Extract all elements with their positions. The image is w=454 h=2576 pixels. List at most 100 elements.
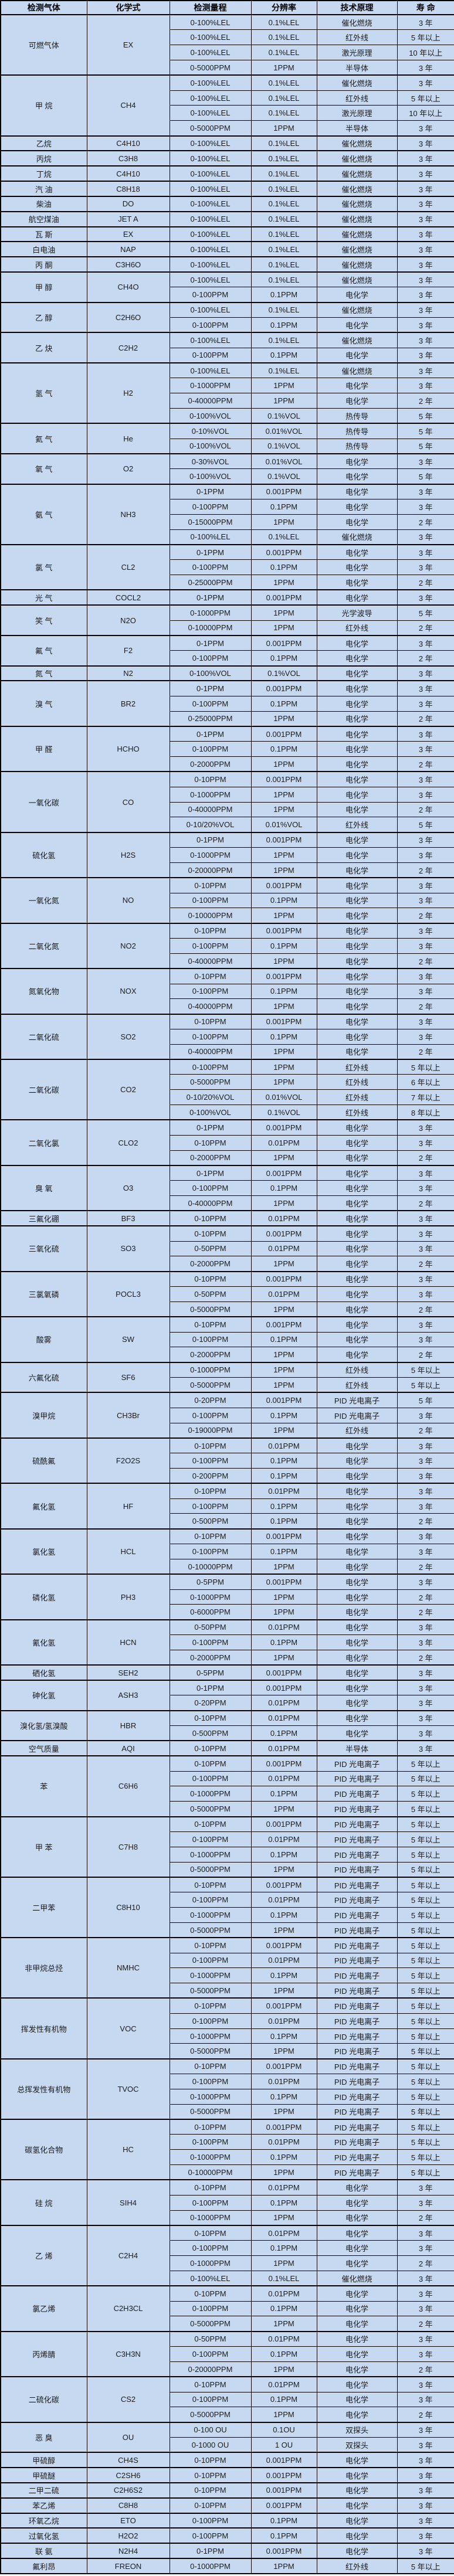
range-cell: 0-100PPM	[169, 2300, 252, 2317]
principle-cell: 电化学	[316, 877, 398, 893]
resolution-cell: 1PPM	[250, 1983, 317, 1999]
table-row: 0-100PPM 0.1PPM 电化学 3 年	[1, 347, 454, 363]
principle-cell: 催化燃烧	[316, 14, 398, 30]
range-cell: 0-1PPM	[169, 831, 252, 848]
lifespan-cell: 5 年以上	[397, 1952, 454, 1969]
lifespan-cell: 5 年以上	[397, 2119, 454, 2135]
range-cell: 0-1000PPM	[169, 847, 252, 863]
table-row: 柴油 DO 0-100%LEL 0.1%LEL 催化燃烧 3 年	[0, 195, 454, 212]
resolution-cell: 0.01PPM	[250, 2285, 317, 2302]
range-cell: 0-100PPM	[169, 2013, 252, 2029]
principle-cell: PID 光电离子	[316, 2028, 398, 2044]
resolution-cell: 1PPM	[250, 575, 317, 590]
resolution-cell: 1PPM	[250, 801, 317, 818]
table-row: 环氧乙烷 ETO 0-100PPM 0.1PPM 电化学 3 年	[0, 2512, 454, 2529]
table-row: 0-2000PPM 1PPM 电化学 2 年	[1, 1256, 454, 1272]
range-cell: 0-1000PPM	[169, 1361, 252, 1378]
lifespan-cell: 3 年	[397, 271, 454, 288]
resolution-cell: 0.1%LEL	[250, 256, 317, 273]
lifespan-cell: 3 年	[397, 2194, 454, 2211]
principle-cell: PID 光电离子	[316, 2088, 398, 2105]
range-cell: 0-1000PPM	[169, 378, 252, 394]
table-row: 0-50PPM 0.01PPM 电化学 3 年	[1, 1286, 454, 1302]
lifespan-cell: 2 年	[397, 1422, 454, 1439]
resolution-cell: 1PPM	[250, 604, 317, 621]
table-row: 0-5000PPM 1PPM PID 光电离子 5 年以上	[1, 1983, 454, 1999]
principle-cell: 电化学	[316, 741, 398, 757]
resolution-cell: 0.1%LEL	[250, 181, 317, 197]
table-row: 乙 醇 C2H6O 0-100%LEL 0.1%LEL 催化燃烧 3 年	[0, 301, 454, 333]
lifespan-cell: 2 年	[397, 908, 454, 924]
table-row: 联 氨 N2H4 0-1PPM 0.001PPM 电化学 3 年	[0, 2543, 454, 2559]
lifespan-cell: 2 年	[397, 2255, 454, 2271]
gas-name-cell: 臭 氧	[0, 1164, 87, 1211]
lifespan-cell: 2 年	[397, 2210, 454, 2226]
resolution-cell: 0.001PPM	[250, 680, 317, 696]
resolution-cell: 0.1%LEL	[250, 45, 317, 60]
principle-cell: 催化燃烧	[316, 2270, 398, 2286]
formula-cell: C4H10	[86, 165, 170, 182]
lifespan-cell: 5 年以上	[397, 1997, 454, 2014]
table-row: 0-100PPM 0.1PPM 电化学 3 年	[1, 2346, 454, 2362]
range-cell: 0-1000PPM	[169, 2149, 252, 2166]
formula-cell: C3H8	[86, 150, 170, 166]
resolution-cell: 1PPM	[250, 1589, 317, 1605]
resolution-cell: 0.1%LEL	[250, 195, 317, 212]
range-cell: 0-20PPM	[169, 1695, 252, 1711]
gas-name-cell: 氯化氢	[0, 1528, 87, 1575]
principle-cell: PID 光电离子	[316, 1816, 398, 1832]
range-cell: 0-10PPM	[169, 1876, 252, 1893]
resolution-cell: 0.1%LEL	[250, 150, 317, 166]
table-row: 0-10PPM 0.01PPM 电化学 3 年	[1, 1134, 454, 1151]
range-cell: 0-10PPM	[169, 2179, 252, 2196]
table-row: 0-1000PPM 1PPM 电化学 3 年	[1, 847, 454, 863]
table-row: 氢 气 H2 0-100%LEL 0.1%LEL 催化燃烧 3 年	[0, 362, 454, 424]
range-cell: 0-100%LEL	[169, 529, 252, 545]
lifespan-cell: 5 年	[397, 1392, 454, 1408]
resolution-cell: 1PPM	[250, 1377, 317, 1393]
range-cell: 0-500PPM	[169, 1513, 252, 1530]
formula-cell: HCL	[86, 1528, 170, 1575]
table-row: 笑 气 N2O 0-1000PPM 1PPM 光学波导 5 年	[0, 604, 454, 636]
range-cell: 0-1000PPM	[169, 604, 252, 621]
table-row: 一氧化碳 CO 0-10PPM 0.001PPM 电化学 3 年	[0, 771, 454, 833]
range-cell: 0-10PPM	[169, 1210, 252, 1226]
formula-cell: CS2	[86, 2376, 170, 2423]
lifespan-cell: 3 年	[397, 2452, 454, 2468]
table-row: 0-100PPM 0.01PPM PID 光电离子 5 年以上	[1, 1831, 454, 1847]
table-row: 0-40000PPM 1PPM 电化学 2 年	[1, 1044, 454, 1060]
principle-cell: PID 光电离子	[316, 1892, 398, 1908]
resolution-cell: 0.001PPM	[250, 2497, 317, 2514]
resolution-cell: 0.1%VOL	[250, 1105, 317, 1120]
table-row: 0-5000PPM 1PPM 电化学 2 年	[1, 2407, 454, 2423]
resolution-cell: 0.1PPM	[250, 1725, 317, 1741]
range-cell: 0-5000PPM	[169, 120, 252, 137]
table-row: 0-100PPM 0.1PPM 电化学 3 年	[1, 287, 454, 303]
formula-cell: ETO	[86, 2512, 170, 2529]
principle-cell: 电化学	[316, 634, 398, 651]
formula-cell: JET A	[86, 210, 170, 227]
lifespan-cell: 3 年	[397, 2179, 454, 2196]
lifespan-cell: 3 年	[397, 1437, 454, 1454]
lifespan-cell: 3 年	[397, 2482, 454, 2499]
lifespan-cell: 2 年	[397, 1347, 454, 1363]
resolution-cell: 0.1PPM	[250, 650, 317, 667]
resolution-cell: 0.001PPM	[250, 2452, 317, 2468]
formula-cell: CH3Br	[86, 1392, 170, 1439]
table-row: 苯 C6H6 0-10PPM 0.001PPM PID 光电离子 5 年以上	[0, 1755, 454, 1817]
lifespan-cell: 3 年	[397, 74, 454, 91]
gas-name-cell: 三氯氧磷	[0, 1270, 87, 1317]
resolution-cell: 0.1%LEL	[250, 90, 317, 106]
formula-cell: F2	[86, 634, 170, 667]
lifespan-cell: 5 年以上	[397, 2074, 454, 2089]
resolution-cell: 0.1%LEL	[250, 74, 317, 91]
principle-cell: 电化学	[316, 1558, 398, 1575]
lifespan-cell: 5 年以上	[397, 1816, 454, 1832]
resolution-cell: 0.01%VOL	[250, 817, 317, 833]
table-row: 硒化氢 SEH2 0-5PPM 0.001PPM 电化学 3 年	[0, 1664, 454, 1681]
principle-cell: 催化燃烧	[316, 241, 398, 257]
header-row: 检测气体 化学式 检测量程 分辨率 技术原理 寿 命	[0, 0, 454, 15]
principle-cell: 电化学	[316, 862, 398, 878]
gas-name-cell: 甲硫醚	[0, 2467, 87, 2483]
principle-cell: PID 光电离子	[316, 1831, 398, 1847]
